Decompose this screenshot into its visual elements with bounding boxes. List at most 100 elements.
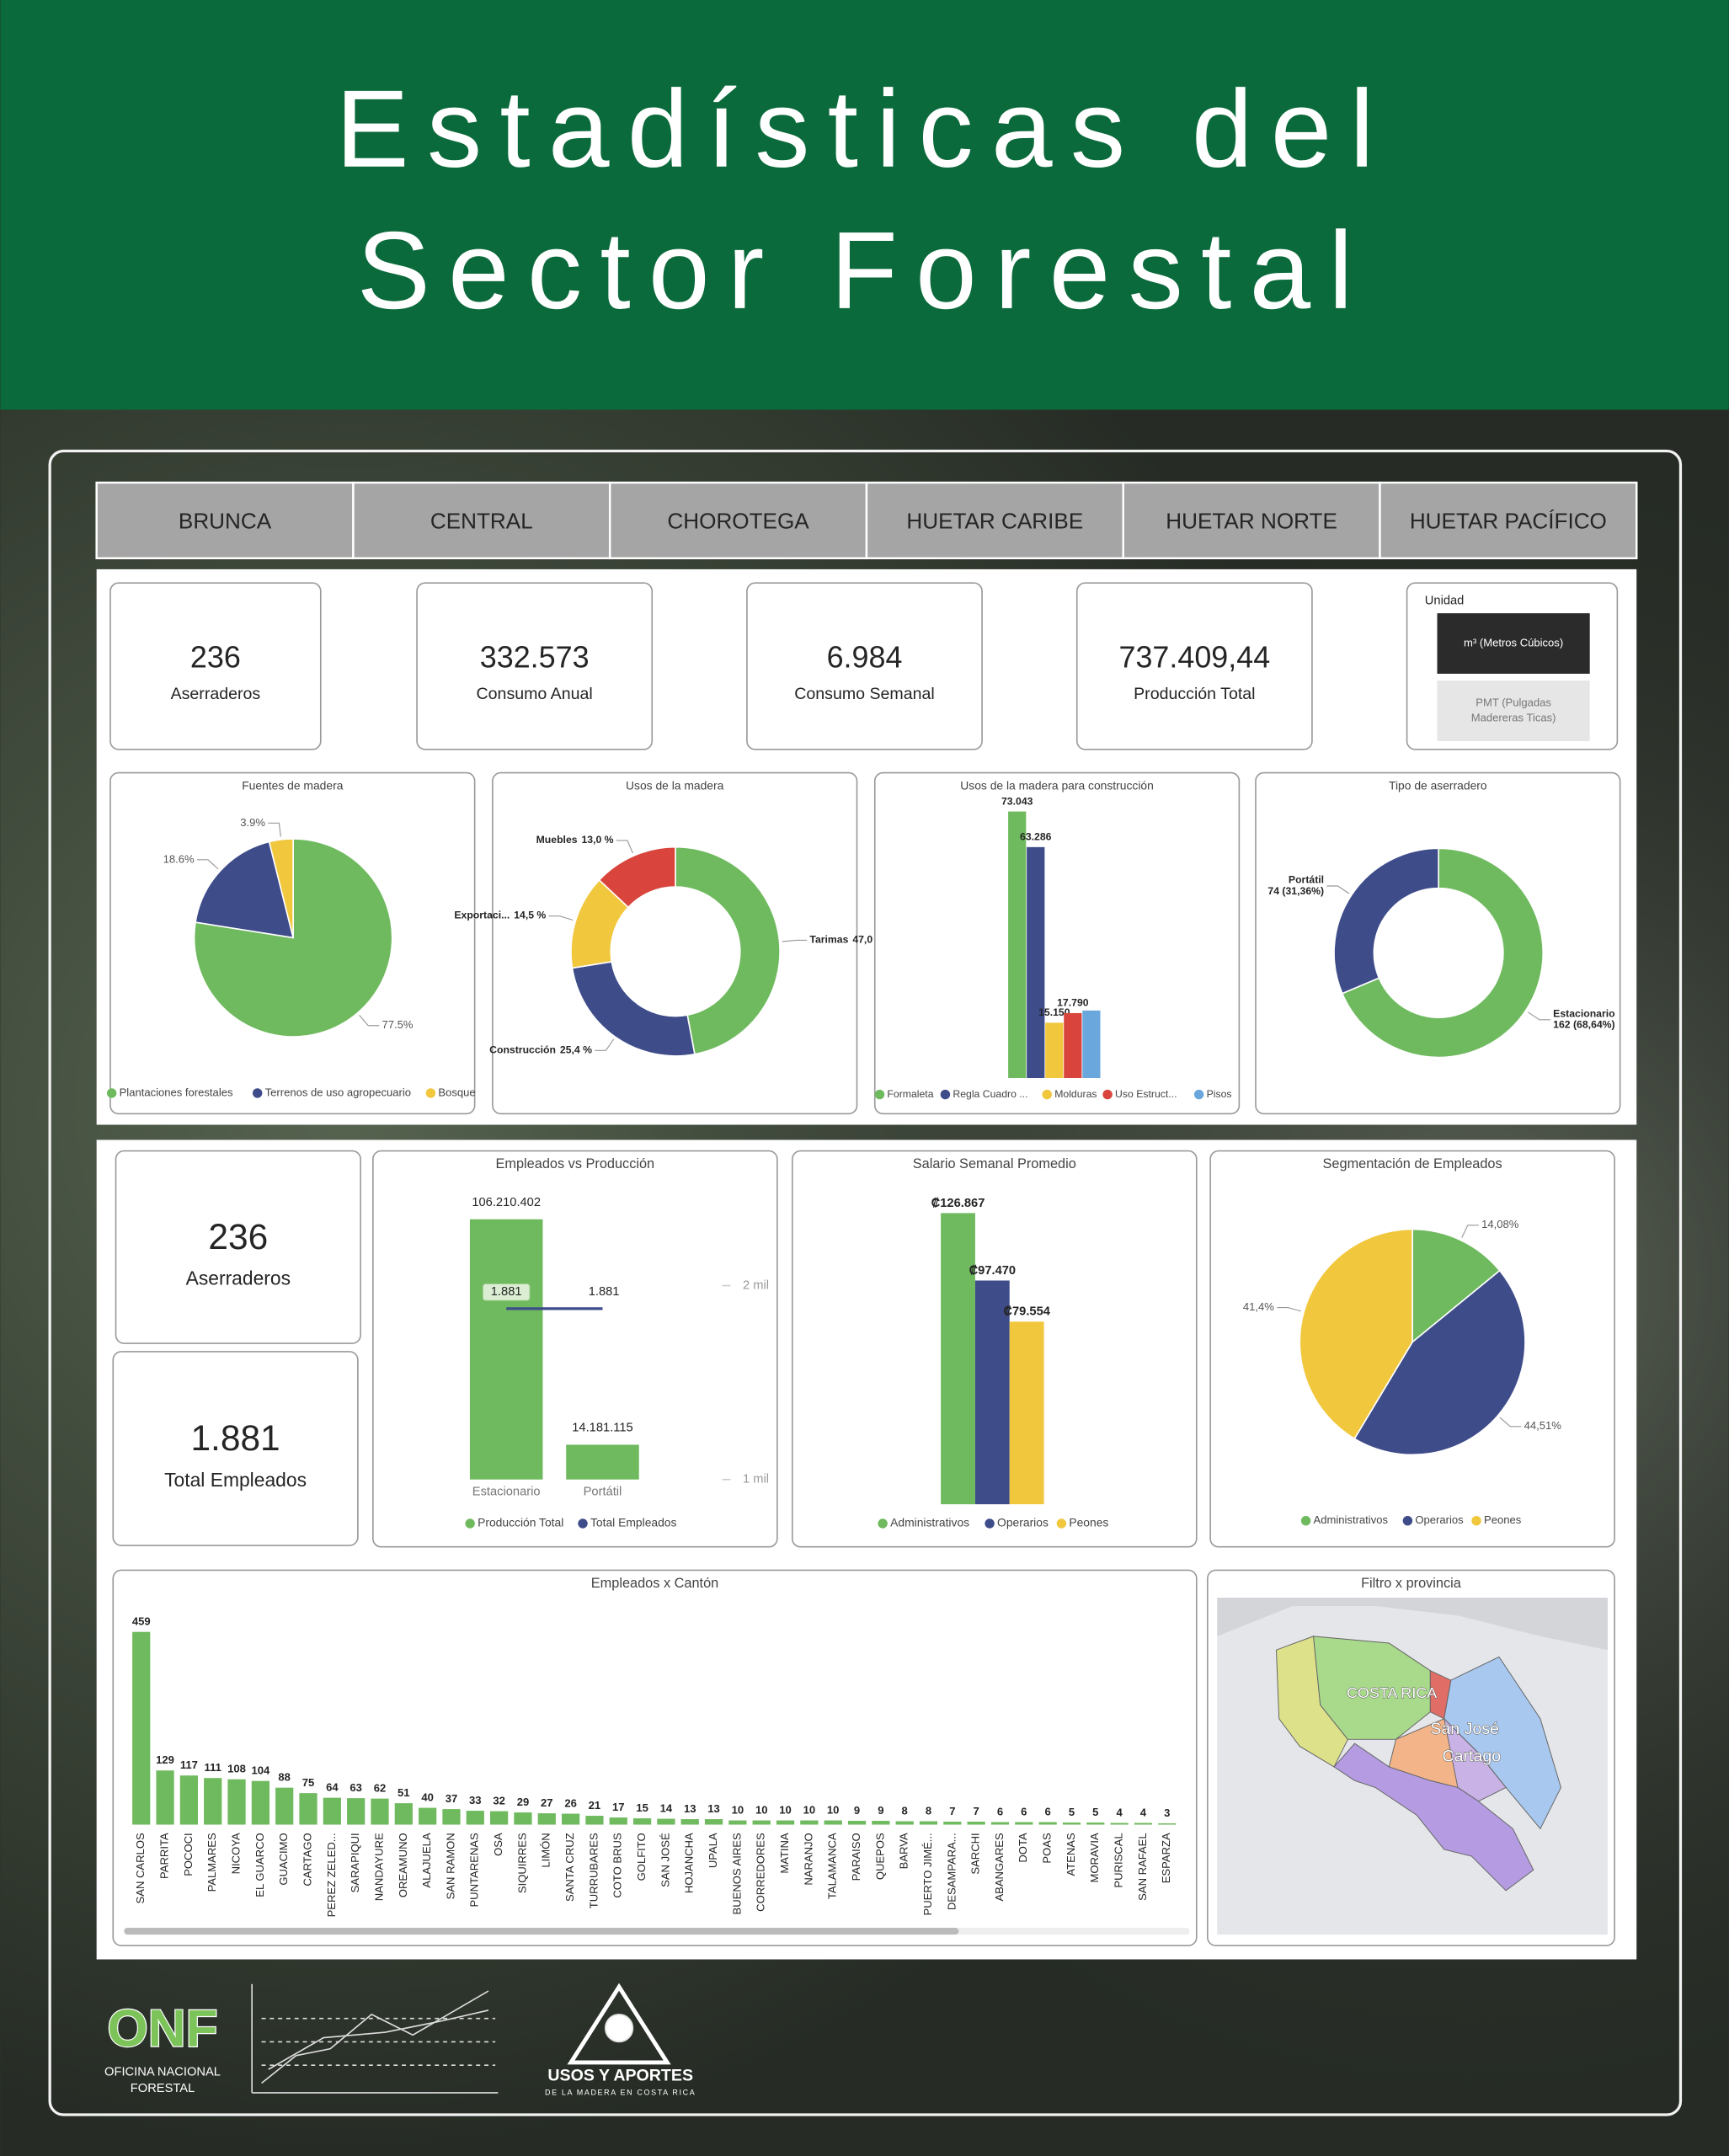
data-label: 4 bbox=[1140, 1806, 1147, 1819]
data-label: 88 bbox=[278, 1771, 291, 1784]
x-tick-label: DOTA bbox=[1017, 1833, 1029, 1863]
data-label: 21 bbox=[589, 1799, 601, 1812]
label-category: Exportaci... bbox=[454, 910, 510, 921]
x-tick-label: ESPARZA bbox=[1160, 1833, 1172, 1883]
leader-line bbox=[1326, 885, 1350, 894]
x-tick-label: OSA bbox=[492, 1833, 504, 1856]
map-title: Filtro x provincia bbox=[1361, 1576, 1462, 1591]
y2-tick-label: 1 mil bbox=[743, 1473, 769, 1486]
x-tick-label: MATINA bbox=[778, 1833, 791, 1874]
x-tick-label: OREAMUNO bbox=[397, 1833, 409, 1897]
header-title: Sector Forestal bbox=[357, 209, 1371, 332]
x-tick-label: BARVA bbox=[898, 1833, 910, 1869]
map-label: COSTA RICA bbox=[1347, 1684, 1437, 1701]
tab[interactable] bbox=[352, 481, 611, 560]
tab[interactable] bbox=[1122, 481, 1381, 560]
x-tick-label: TALAMANCA bbox=[826, 1833, 839, 1899]
slicer-title: Unidad bbox=[1425, 594, 1465, 607]
data-label: 4 bbox=[1116, 1806, 1123, 1819]
bar bbox=[1110, 1822, 1129, 1825]
x-tick-label: SAN RAMON bbox=[444, 1833, 456, 1899]
legend-swatch bbox=[1471, 1516, 1481, 1526]
bar bbox=[800, 1820, 819, 1825]
tab[interactable] bbox=[865, 481, 1124, 560]
footer-brand-sub: DE LA MADERA EN COSTA RICA bbox=[545, 2088, 696, 2096]
legend-label: Peones bbox=[1069, 1516, 1108, 1529]
label-value: 13,0 % bbox=[581, 834, 613, 846]
legend-label: Plantaciones forestales bbox=[120, 1086, 233, 1098]
chart-title: Fuentes de madera bbox=[242, 779, 343, 792]
bar bbox=[752, 1820, 771, 1825]
data-label: 7 bbox=[974, 1805, 979, 1817]
bar bbox=[1015, 1822, 1033, 1825]
data-label: 62 bbox=[374, 1782, 387, 1795]
chart-title: Usos de la madera bbox=[626, 779, 724, 792]
data-label: Portátil bbox=[1289, 874, 1324, 886]
province[interactable] bbox=[1313, 1636, 1431, 1740]
legend-label: Uso Estruct... bbox=[1115, 1088, 1177, 1100]
x-tick-label: LIMÓN bbox=[540, 1833, 552, 1867]
x-tick-label: CARTAGO bbox=[301, 1833, 313, 1886]
bar bbox=[275, 1787, 294, 1825]
leader-line bbox=[1527, 1011, 1550, 1021]
legend-label: Peones bbox=[1484, 1513, 1522, 1526]
chart-title: Usos de la madera para construcción bbox=[960, 779, 1154, 792]
province[interactable] bbox=[1443, 1717, 1507, 1802]
legend-label: Formaleta bbox=[887, 1088, 933, 1100]
legend-swatch bbox=[1056, 1518, 1067, 1529]
data-label: Estacionario bbox=[1553, 1008, 1614, 1020]
x-tick-label: UPALA bbox=[707, 1833, 719, 1868]
data-label: 33 bbox=[469, 1794, 482, 1806]
legend-swatch bbox=[878, 1518, 888, 1529]
x-tick-label: PARAISO bbox=[850, 1833, 862, 1881]
data-label: 1.881 bbox=[491, 1285, 522, 1299]
header-band bbox=[0, 0, 1729, 410]
scroll-thumb[interactable] bbox=[124, 1927, 959, 1935]
leader-line bbox=[782, 939, 808, 942]
leader-line bbox=[268, 822, 281, 837]
bar bbox=[156, 1770, 174, 1825]
x-tick-label: SARAPIQUI bbox=[349, 1833, 361, 1892]
bar bbox=[1008, 811, 1027, 1078]
data-label: 17.790 bbox=[1057, 997, 1089, 1009]
map[interactable] bbox=[1217, 1598, 1608, 1935]
data-label: 17 bbox=[612, 1801, 625, 1813]
bar bbox=[561, 1813, 580, 1825]
province[interactable] bbox=[1333, 1742, 1534, 1892]
leader-line bbox=[616, 840, 633, 854]
data-label: 74 (31,36%) bbox=[1267, 885, 1324, 897]
legend-swatch bbox=[1102, 1089, 1113, 1100]
legend-label: Bosque bbox=[438, 1086, 475, 1098]
legend-label: Pisos bbox=[1207, 1088, 1232, 1100]
data-label: 6 bbox=[997, 1806, 1003, 1818]
bar bbox=[347, 1798, 366, 1825]
tab[interactable] bbox=[608, 481, 868, 560]
slice bbox=[193, 838, 393, 1038]
x-tick-label: Estacionario bbox=[472, 1485, 541, 1498]
chart-title: Salario Semanal Promedio bbox=[913, 1156, 1076, 1171]
tab-label: CHOROTEGA bbox=[667, 508, 809, 533]
bar bbox=[1045, 1022, 1064, 1078]
data-label: 13 bbox=[684, 1802, 696, 1815]
label-category: Tarimas bbox=[809, 934, 848, 946]
bar bbox=[657, 1818, 675, 1825]
bar bbox=[299, 1793, 318, 1825]
slicer-option[interactable] bbox=[1437, 680, 1590, 741]
data-label: 63.286 bbox=[1020, 831, 1052, 843]
tab[interactable] bbox=[1379, 481, 1638, 560]
data-label: 14.181.115 bbox=[572, 1422, 632, 1435]
slicer-option[interactable] bbox=[1437, 613, 1590, 674]
outer-frame bbox=[48, 449, 1683, 2116]
slice bbox=[571, 960, 696, 1057]
data-label: 15.150 bbox=[1038, 1006, 1070, 1018]
footer-logo: ONF bbox=[108, 1999, 218, 2057]
bar bbox=[941, 1213, 975, 1505]
chart-card bbox=[492, 771, 858, 1115]
data-label: 44,51% bbox=[1524, 1419, 1562, 1432]
map-land bbox=[1217, 1598, 1608, 1651]
data-label: 27 bbox=[541, 1796, 553, 1809]
data-label: Tarimas 47,0 % bbox=[809, 934, 884, 946]
tab-label: BRUNCA bbox=[179, 508, 272, 533]
tab-label: HUETAR CARIBE bbox=[906, 508, 1083, 533]
